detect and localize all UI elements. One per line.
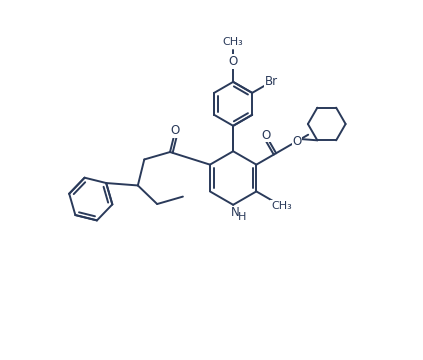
Text: O: O	[293, 135, 302, 148]
Text: CH₃: CH₃	[271, 201, 291, 211]
Text: O: O	[228, 55, 238, 68]
Text: H: H	[238, 212, 246, 222]
Text: CH₃: CH₃	[223, 37, 244, 47]
Text: Br: Br	[265, 75, 278, 88]
Text: N: N	[231, 206, 239, 219]
Text: O: O	[171, 124, 180, 137]
Text: O: O	[261, 129, 270, 141]
